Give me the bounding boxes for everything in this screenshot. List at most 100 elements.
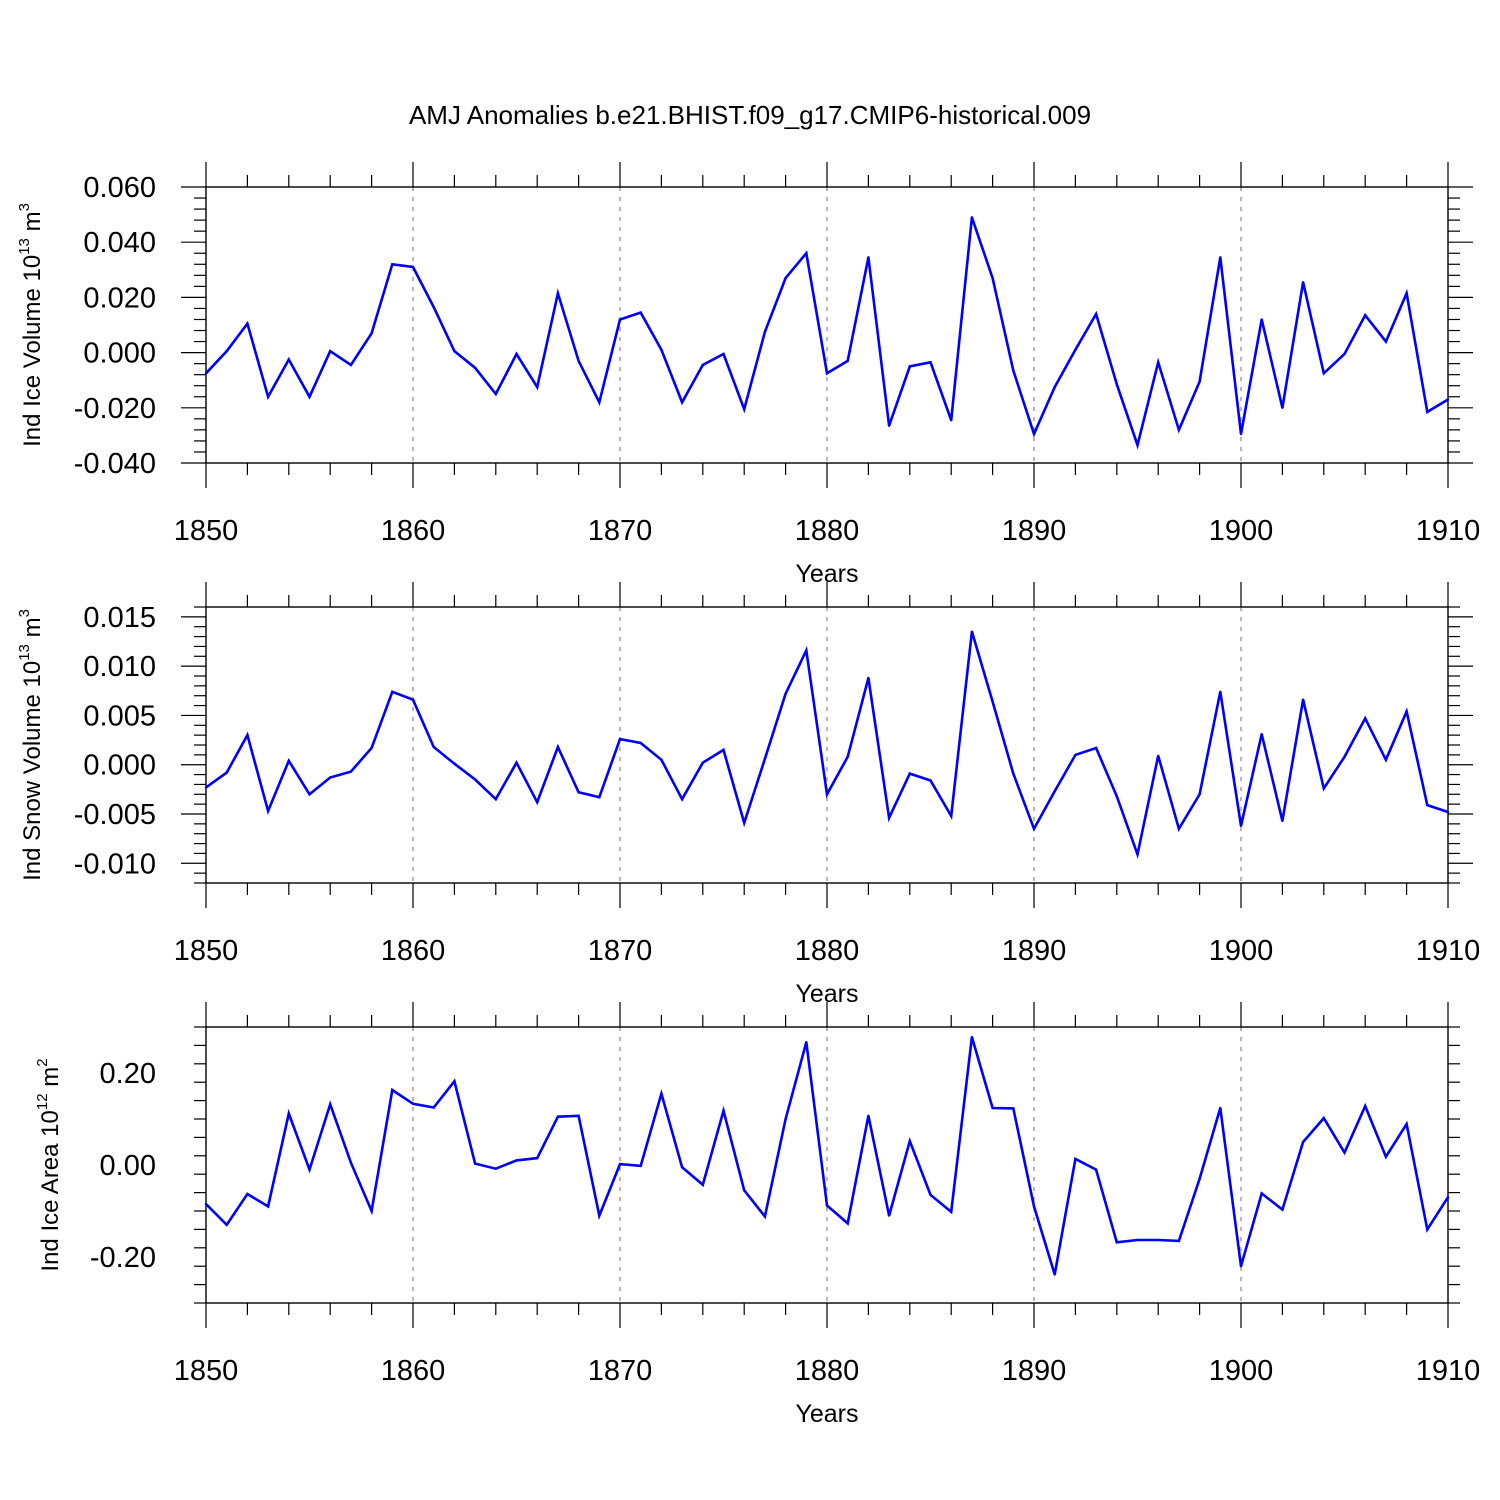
ice-area-point-1853 (266, 1205, 270, 1208)
ice-volume-point-1858 (370, 332, 373, 335)
ice-area-xtick-label: 1860 (381, 1355, 446, 1387)
snow-volume-point-1906 (1364, 717, 1367, 720)
ice-area-point-1855 (308, 1168, 311, 1171)
snow-volume-point-1890 (1032, 827, 1036, 830)
ice-volume-point-1892 (1074, 348, 1077, 352)
ice-volume-point-1852 (246, 322, 249, 325)
ice-area-point-1881 (846, 1222, 849, 1225)
ice-volume-point-1864 (494, 392, 497, 396)
snow-volume-xtick-label: 1900 (1209, 935, 1274, 967)
ice-area-xtick-label: 1910 (1416, 1355, 1481, 1387)
ice-volume-point-1904 (1322, 372, 1326, 375)
ice-area-point-1895 (1136, 1238, 1139, 1242)
ice-area-point-1864 (494, 1167, 497, 1170)
ice-volume-point-1875 (722, 352, 725, 356)
ice-area-xtick-label: 1880 (795, 1355, 860, 1387)
ice-volume-point-1882 (867, 256, 870, 259)
snow-volume-point-1860 (411, 698, 415, 701)
snow-volume-ytick-label: 0.010 (83, 651, 156, 683)
ice-area-point-1884 (908, 1139, 911, 1143)
ice-volume-point-1901 (1260, 318, 1263, 321)
ice-volume-point-1893 (1094, 312, 1098, 316)
ice-volume-ytick-label: 0.020 (83, 282, 156, 314)
ice-area-point-1870 (618, 1162, 622, 1166)
ice-volume-point-1862 (453, 350, 456, 353)
snow-volume-point-1895 (1136, 853, 1139, 856)
snow-volume-point-1882 (867, 676, 870, 680)
ice-volume-point-1888 (991, 276, 994, 280)
ice-area-ytick-label: 0.20 (100, 1058, 156, 1090)
snow-volume-xtick-label: 1910 (1416, 935, 1481, 967)
snow-volume-point-1851 (225, 771, 228, 774)
ice-area-point-1873 (680, 1166, 684, 1169)
ice-volume-point-1896 (1157, 361, 1160, 364)
ice-volume-point-1905 (1343, 352, 1346, 356)
snow-volume-xtick-label: 1850 (174, 935, 239, 967)
ice-volume-point-1867 (556, 292, 560, 295)
ice-volume-xtick-label: 1850 (174, 515, 239, 547)
ice-volume-point-1868 (577, 359, 580, 363)
snow-volume-point-1883 (887, 816, 891, 820)
ice-volume-ytick-label: 0.040 (83, 227, 156, 259)
ice-area-point-1909 (1426, 1228, 1429, 1231)
ice-area-point-1889 (1012, 1107, 1015, 1110)
ice-volume-point-1886 (950, 419, 953, 422)
ice-area-point-1893 (1094, 1168, 1098, 1171)
ice-volume-xtick-label: 1870 (588, 515, 653, 547)
ice-area-point-1863 (473, 1162, 477, 1165)
ice-volume-point-1859 (391, 263, 394, 266)
ice-area-point-1905 (1343, 1151, 1346, 1154)
ice-volume-point-1908 (1405, 292, 1408, 295)
ice-volume-point-1885 (929, 361, 932, 364)
ice-area-point-1876 (743, 1189, 746, 1192)
ice-volume-ytick-label: -0.020 (74, 393, 156, 425)
ice-area-point-1880 (825, 1204, 829, 1207)
ice-volume-point-1880 (825, 372, 829, 375)
ice-volume-point-1869 (598, 401, 601, 404)
ice-volume-point-1909 (1426, 410, 1429, 414)
ice-volume-xtick-label: 1910 (1416, 515, 1481, 547)
ice-volume-point-1857 (349, 363, 353, 367)
ice-volume-point-1877 (763, 330, 767, 334)
ice-volume-xtick-label: 1900 (1209, 515, 1274, 547)
snow-volume-panel: -0.010 -0.005 0.000 0.005 0.010 0.015 1850 1860… (16, 582, 1480, 1008)
ice-volume-point-1891 (1053, 385, 1056, 389)
ice-volume-point-1855 (308, 395, 311, 398)
snow-volume-point-1881 (846, 755, 849, 759)
snow-volume-point-1910 (1446, 810, 1450, 814)
snow-volume-point-1874 (701, 761, 704, 764)
ice-volume-point-1871 (639, 311, 642, 314)
snow-volume-point-1856 (329, 776, 332, 779)
ice-volume-point-1866 (536, 385, 539, 389)
snow-volume-ytick-label: -0.005 (74, 799, 156, 831)
ice-area-point-1867 (556, 1115, 560, 1118)
ice-area-point-1879 (805, 1040, 808, 1044)
ice-area-point-1872 (660, 1092, 663, 1095)
snow-volume-point-1887 (970, 630, 974, 633)
ice-area-point-1896 (1157, 1238, 1160, 1242)
snow-volume-y-axis-title: Ind Snow Volume 1013 m3 (16, 609, 46, 881)
ice-volume-point-1850 (204, 372, 208, 375)
ice-area-point-1858 (370, 1209, 373, 1213)
ice-area-point-1891 (1053, 1273, 1056, 1276)
ice-volume-point-1906 (1364, 314, 1367, 317)
ice-area-point-1897 (1177, 1239, 1181, 1243)
snow-volume-point-1893 (1094, 746, 1098, 750)
ice-area-point-1852 (246, 1192, 249, 1196)
ice-area-point-1883 (887, 1214, 891, 1217)
ice-volume-xtick-label: 1860 (381, 515, 446, 547)
ice-area-ytick-label: 0.00 (100, 1150, 156, 1182)
snow-volume-point-1880 (825, 793, 829, 796)
ice-area-point-1899 (1219, 1106, 1222, 1110)
ice-volume-point-1860 (411, 265, 415, 269)
ice-volume-point-1879 (805, 252, 808, 255)
ice-volume-ytick-label: 0.060 (83, 172, 156, 204)
snow-volume-point-1854 (287, 759, 290, 762)
snow-volume-point-1907 (1384, 758, 1388, 761)
snow-volume-ytick-label: 0.015 (83, 602, 156, 634)
ice-volume-ytick-label: 0.000 (83, 338, 156, 370)
snow-volume-point-1884 (908, 772, 911, 775)
figure-title: AMJ Anomalies b.e21.BHIST.f09_g17.CMIP6-… (409, 100, 1091, 130)
ice-volume-point-1865 (515, 352, 518, 356)
ice-area-point-1877 (763, 1215, 767, 1218)
